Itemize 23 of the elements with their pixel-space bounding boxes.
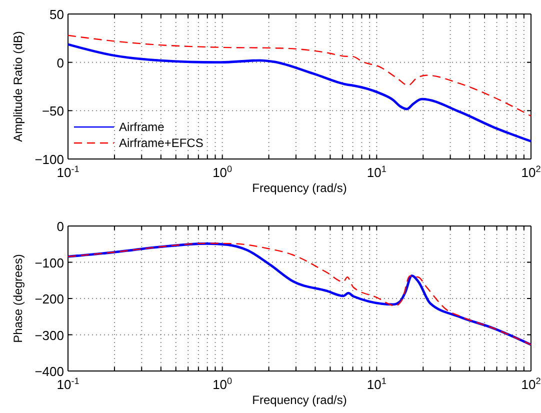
x-tick-label: 10$^{0}$ — [212, 376, 232, 392]
x-tick-label: 10$^{-1}$ — [56, 164, 80, 180]
y-tick-label: −300 — [34, 328, 64, 343]
legend-label: Airframe+EFCS — [119, 136, 204, 150]
y-tick-label: 0 — [56, 219, 64, 234]
legend-label: Airframe — [119, 120, 165, 134]
y-tick-label: −400 — [34, 364, 64, 379]
x-tick-label: 10$^{2}$ — [521, 376, 541, 392]
x-tick-label: 10$^{2}$ — [521, 164, 541, 180]
x-tick-label: 10$^{1}$ — [366, 164, 386, 180]
y-tick-label: −200 — [34, 292, 64, 306]
x-tick-label: 10$^{-1}$ — [56, 376, 80, 392]
y-tick-label: −100 — [34, 152, 64, 167]
x-axis-title: Frequency (rad/s) — [252, 393, 347, 407]
x-axis-title: Frequency (rad/s) — [252, 181, 347, 195]
y-tick-label: 50 — [50, 7, 64, 22]
x-tick-label: 10$^{1}$ — [366, 376, 386, 392]
y-tick-label: 0 — [56, 55, 64, 70]
y-tick-label: −50 — [42, 104, 64, 119]
y-tick-label: −100 — [34, 255, 64, 270]
x-tick-label: 10$^{0}$ — [212, 164, 232, 180]
y-axis-title: Phase (degrees) — [11, 254, 25, 343]
y-axis-title: Amplitude Ratio (dB) — [11, 31, 25, 142]
